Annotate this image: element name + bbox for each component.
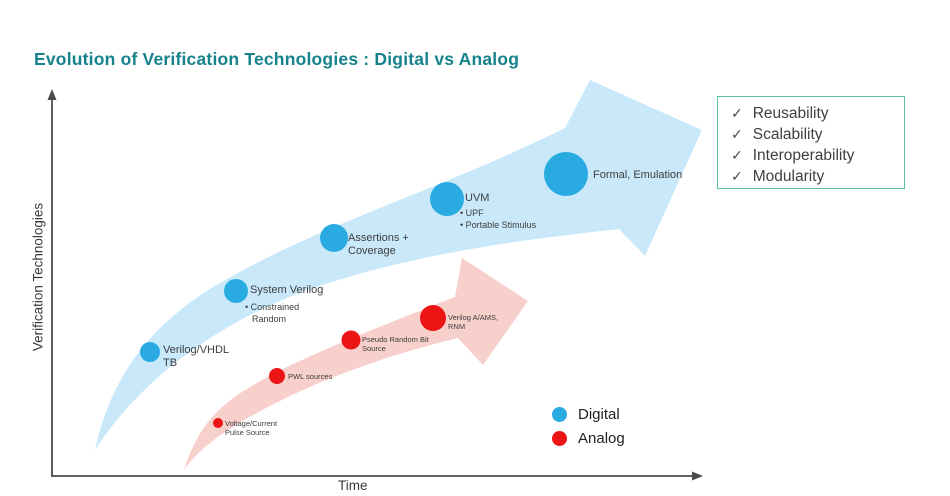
- checkmark-icon: ✓: [731, 105, 743, 121]
- benefit-item-reusability: ✓ Reusability: [731, 103, 898, 124]
- digital-point-label-verilog-vhdl: Verilog/VHDL TB: [163, 344, 229, 369]
- digital-point-bullets-uvm: • UPF • Portable Stimulus: [460, 208, 570, 231]
- analog-point-dot-verilog-ams: [420, 305, 446, 331]
- bullet-upf: • UPF: [460, 208, 484, 218]
- page-title: Evolution of Verification Technologies :…: [34, 49, 520, 69]
- checkmark-icon: ✓: [731, 168, 743, 184]
- benefit-item-interoperability: ✓ Interoperability: [731, 145, 898, 166]
- digital-legend-dot-icon: [552, 406, 567, 422]
- analog-point-dot-prbs: [341, 330, 361, 350]
- benefit-label: Reusability: [752, 105, 829, 122]
- analog-point-dot-pwl: [269, 368, 285, 384]
- legend-item-analog: Analog: [552, 426, 625, 450]
- x-axis-label: Time: [338, 478, 368, 493]
- digital-point-label-uvm: UVM: [465, 192, 490, 204]
- y-axis-label: Verification Technologies: [30, 202, 46, 352]
- analog-point-label-pulse-source: Voltage/Current Pulse Source: [225, 419, 278, 437]
- bullet-portable-stimulus: • Portable Stimulus: [460, 219, 537, 230]
- digital-point-label-system-verilog: System Verilog: [250, 284, 324, 296]
- benefits-box: ✓ Reusability ✓ Scalability ✓ Interopera…: [717, 96, 905, 189]
- benefit-label: Interoperability: [752, 147, 855, 164]
- digital-point-label-assertions: Assertions + Coverage: [348, 232, 409, 257]
- legend-label-analog: Analog: [578, 429, 625, 447]
- legend-item-digital: Digital: [552, 402, 625, 426]
- legend-label-digital: Digital: [578, 405, 620, 423]
- digital-point-bullets-system-verilog: • Constrained Random: [245, 302, 317, 325]
- digital-arrow-shape: [95, 80, 702, 450]
- checkmark-icon: ✓: [731, 126, 743, 142]
- benefit-item-modularity: ✓ Modularity: [731, 166, 898, 187]
- digital-point-dot-system-verilog: [224, 279, 248, 303]
- bullet-constrained-random: • Constrained Random: [245, 302, 300, 324]
- analog-point-label-prbs: Pseudo Random Bit Source: [362, 335, 429, 353]
- analog-point-dot-pulse-source: [213, 418, 223, 428]
- digital-point-dot-assertions: [320, 224, 348, 252]
- analog-point-label-verilog-ams: Verilog A/AMS, RNM: [448, 313, 499, 331]
- benefit-label: Scalability: [752, 126, 823, 143]
- analog-point-label-pwl: PWL sources: [288, 372, 333, 381]
- digital-point-dot-verilog-vhdl: [140, 342, 160, 362]
- benefit-item-scalability: ✓ Scalability: [731, 124, 898, 145]
- y-axis-arrowhead: [47, 89, 57, 100]
- checkmark-icon: ✓: [731, 147, 743, 163]
- legend: Digital Analog: [552, 402, 625, 450]
- analog-legend-dot-icon: [552, 430, 567, 446]
- benefit-label: Modularity: [752, 168, 825, 185]
- digital-point-dot-uvm: [430, 182, 464, 216]
- digital-point-dot-formal-emulation: [544, 152, 588, 196]
- x-axis-arrowhead: [692, 471, 703, 481]
- digital-point-label-formal-emulation: Formal, Emulation: [593, 169, 683, 181]
